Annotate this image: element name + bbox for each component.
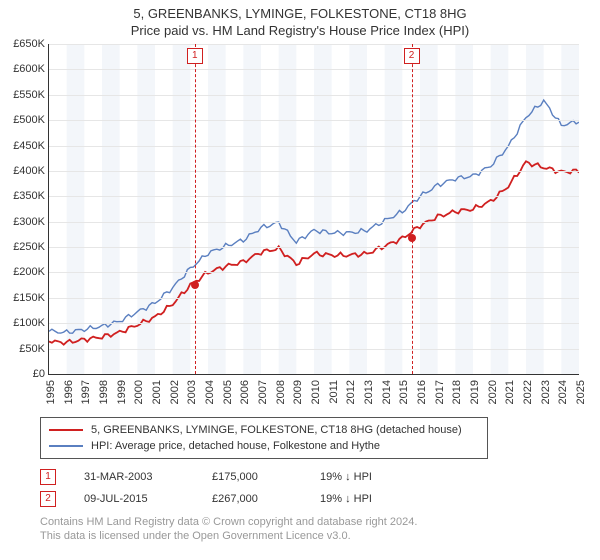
y-axis-label: £600K bbox=[3, 63, 45, 75]
x-axis-label: 2000 bbox=[133, 380, 145, 404]
sale-price-1: £175,000 bbox=[212, 471, 292, 483]
legend-box: 5, GREENBANKS, LYMINGE, FOLKESTONE, CT18… bbox=[40, 417, 488, 459]
x-axis-label: 2018 bbox=[451, 380, 463, 404]
x-axis-label: 1997 bbox=[80, 380, 92, 404]
y-axis-label: £250K bbox=[3, 241, 45, 253]
chart-plot-area: £0£50K£100K£150K£200K£250K£300K£350K£400… bbox=[48, 44, 579, 375]
x-axis-label: 2017 bbox=[434, 380, 446, 404]
y-axis-label: £400K bbox=[3, 165, 45, 177]
x-axis-label: 2006 bbox=[239, 380, 251, 404]
sale-marker-dot-icon bbox=[408, 234, 416, 242]
x-axis-label: 1998 bbox=[98, 380, 110, 404]
y-axis-label: £50K bbox=[3, 343, 45, 355]
y-axis-label: £300K bbox=[3, 216, 45, 228]
x-axis-label: 2008 bbox=[275, 380, 287, 404]
x-axis-label: 2007 bbox=[257, 380, 269, 404]
y-axis-label: £350K bbox=[3, 190, 45, 202]
legend-label-hpi: HPI: Average price, detached house, Folk… bbox=[91, 440, 380, 452]
y-axis-label: £100K bbox=[3, 317, 45, 329]
sale-vs-hpi-2: 19% ↓ HPI bbox=[320, 493, 372, 505]
x-axis-label: 1996 bbox=[63, 380, 75, 404]
sale-marker-badge-icon: 1 bbox=[187, 48, 203, 64]
legend-row-hpi: HPI: Average price, detached house, Folk… bbox=[49, 438, 479, 454]
x-axis-label: 2016 bbox=[416, 380, 428, 404]
sale-vs-hpi-1: 19% ↓ HPI bbox=[320, 471, 372, 483]
x-axis-label: 1995 bbox=[45, 380, 57, 404]
x-axis-label: 2020 bbox=[487, 380, 499, 404]
x-axis-label: 2019 bbox=[469, 380, 481, 404]
legend-label-property: 5, GREENBANKS, LYMINGE, FOLKESTONE, CT18… bbox=[91, 424, 462, 436]
sale-row-1: 1 31-MAR-2003 £175,000 19% ↓ HPI bbox=[40, 469, 600, 485]
y-axis-label: £450K bbox=[3, 140, 45, 152]
sale-marker-line bbox=[195, 44, 196, 374]
y-axis-label: £150K bbox=[3, 292, 45, 304]
x-axis-label: 2022 bbox=[522, 380, 534, 404]
chart-title-subtitle: Price paid vs. HM Land Registry's House … bbox=[0, 23, 600, 38]
series-svg bbox=[49, 44, 579, 374]
sale-badge-1-icon: 1 bbox=[40, 469, 56, 485]
x-axis-label: 2010 bbox=[310, 380, 322, 404]
x-axis-label: 2005 bbox=[222, 380, 234, 404]
sale-marker-line bbox=[412, 44, 413, 374]
x-axis-label: 2023 bbox=[540, 380, 552, 404]
y-axis-label: £500K bbox=[3, 114, 45, 126]
x-axis-label: 2015 bbox=[398, 380, 410, 404]
x-axis-label: 2011 bbox=[328, 380, 340, 404]
sale-marker-dot-icon bbox=[191, 281, 199, 289]
x-axis-label: 2001 bbox=[151, 380, 163, 404]
sale-date-1: 31-MAR-2003 bbox=[84, 471, 184, 483]
y-axis-label: £650K bbox=[3, 38, 45, 50]
x-axis-label: 2014 bbox=[381, 380, 393, 404]
x-axis-label: 2021 bbox=[504, 380, 516, 404]
x-axis-label: 2003 bbox=[186, 380, 198, 404]
x-axis-label: 2004 bbox=[204, 380, 216, 404]
attribution-block: Contains HM Land Registry data © Crown c… bbox=[40, 515, 600, 544]
y-axis-label: £0 bbox=[3, 368, 45, 380]
x-axis-label: 1999 bbox=[116, 380, 128, 404]
x-axis-label: 2025 bbox=[575, 380, 587, 404]
x-axis-label: 2009 bbox=[292, 380, 304, 404]
x-axis-label: 2002 bbox=[169, 380, 181, 404]
y-axis-label: £550K bbox=[3, 89, 45, 101]
x-axis-label: 2024 bbox=[557, 380, 569, 404]
sale-table: 1 31-MAR-2003 £175,000 19% ↓ HPI 2 09-JU… bbox=[40, 469, 600, 507]
legend-row-property: 5, GREENBANKS, LYMINGE, FOLKESTONE, CT18… bbox=[49, 422, 479, 438]
x-axis-label: 2012 bbox=[345, 380, 357, 404]
x-axis-label: 2013 bbox=[363, 380, 375, 404]
sale-row-2: 2 09-JUL-2015 £267,000 19% ↓ HPI bbox=[40, 491, 600, 507]
legend-swatch-hpi bbox=[49, 445, 83, 447]
sale-date-2: 09-JUL-2015 bbox=[84, 493, 184, 505]
sale-badge-2-icon: 2 bbox=[40, 491, 56, 507]
y-axis-label: £200K bbox=[3, 266, 45, 278]
chart-title-main: 5, GREENBANKS, LYMINGE, FOLKESTONE, CT18… bbox=[0, 6, 600, 21]
attribution-line-2: This data is licensed under the Open Gov… bbox=[40, 529, 600, 543]
legend-swatch-property bbox=[49, 429, 83, 431]
attribution-line-1: Contains HM Land Registry data © Crown c… bbox=[40, 515, 600, 529]
sale-price-2: £267,000 bbox=[212, 493, 292, 505]
sale-marker-badge-icon: 2 bbox=[404, 48, 420, 64]
